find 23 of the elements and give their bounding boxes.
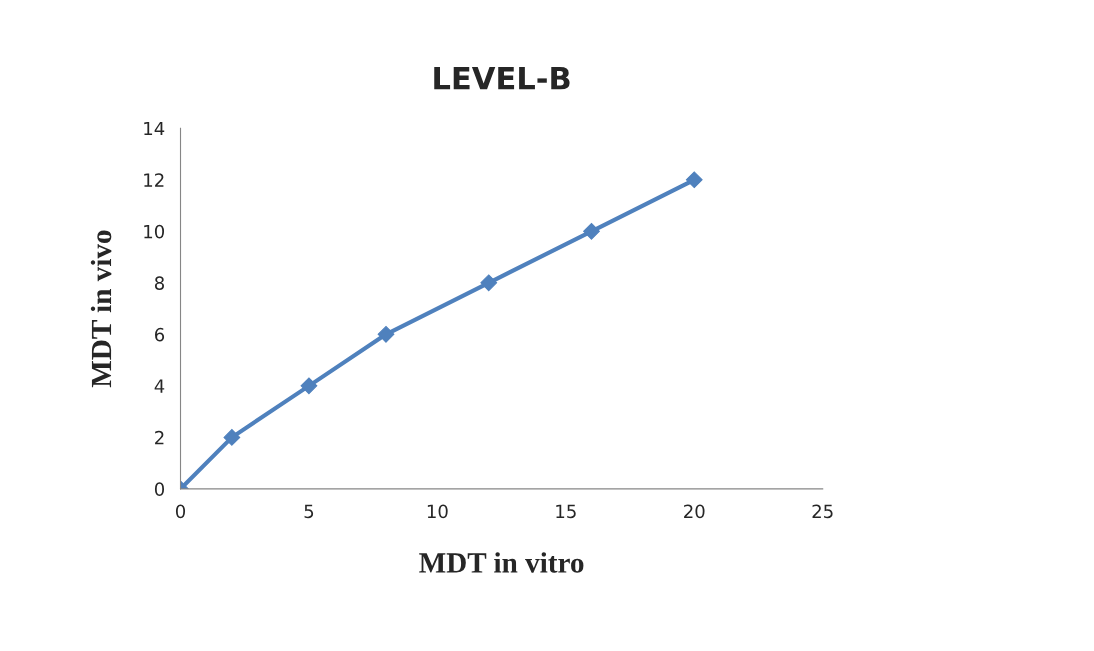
point xyxy=(685,171,703,189)
y-tick-label: 6 xyxy=(155,327,165,342)
point xyxy=(223,429,241,446)
chart-title: LEVEL-B xyxy=(434,67,570,90)
x-axis-title: MDT in vitro xyxy=(419,552,584,573)
x-tick-label: 20 xyxy=(684,504,705,519)
x-tick-label: 10 xyxy=(427,504,448,519)
y-tick-label: 8 xyxy=(154,276,164,290)
point xyxy=(480,274,498,292)
point xyxy=(583,222,600,240)
y-tick-label: 0 xyxy=(154,482,165,497)
y-tick-label: 10 xyxy=(144,224,165,239)
point xyxy=(300,377,318,395)
x-tick-label: 0 xyxy=(175,504,186,519)
point xyxy=(377,325,395,343)
y-tick-label: 12 xyxy=(144,173,164,187)
x-tick-label: 25 xyxy=(812,504,833,519)
y-tick-label: 2 xyxy=(155,430,164,445)
y-axis-title: MDT in vivo xyxy=(90,230,112,388)
x-tick-label: 5 xyxy=(304,504,314,519)
x-tick-label: 15 xyxy=(556,504,576,519)
y-tick-label: 4 xyxy=(154,379,165,393)
y-tick-label: 14 xyxy=(144,121,165,136)
